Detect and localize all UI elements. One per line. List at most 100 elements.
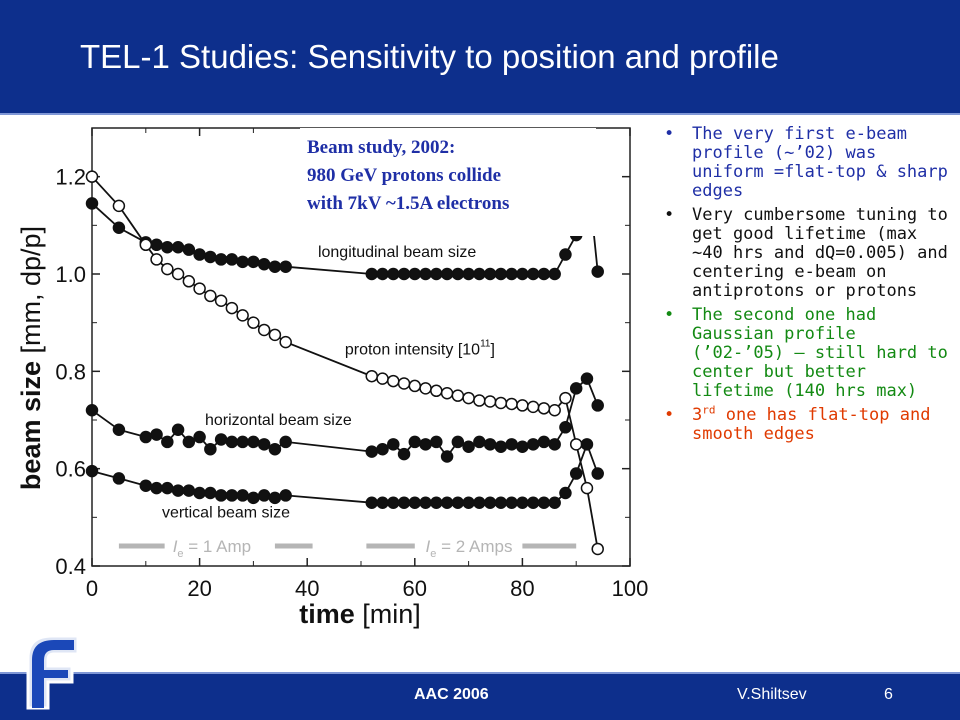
data-point (430, 267, 443, 281)
data-point (516, 399, 529, 412)
bullet-text: Very cumbersome tuning to get good lifet… (692, 205, 948, 301)
data-point (85, 170, 99, 183)
x-tick-label: 100 (612, 576, 649, 601)
data-point (214, 489, 228, 502)
data-point (537, 435, 551, 449)
data-point (526, 267, 540, 281)
data-point (376, 372, 389, 385)
data-point (376, 267, 389, 281)
y-tick-label: 1.2 (55, 165, 86, 190)
data-point (548, 438, 561, 451)
bullet-text: The very first e-beam profile (~’02) was… (692, 124, 948, 201)
bullet-text: The second one had Gaussian profile (’02… (692, 305, 948, 401)
annotation-box (300, 128, 596, 236)
data-point (526, 400, 540, 414)
data-point (236, 255, 249, 269)
bullet-prefix: 3 (692, 405, 703, 425)
annotation-line: 980 GeV protons collide (307, 165, 501, 186)
data-point (193, 248, 206, 261)
data-point (451, 496, 465, 509)
data-point (580, 372, 594, 385)
data-point (161, 435, 174, 449)
data-point (440, 386, 454, 400)
data-point (473, 267, 486, 281)
data-point (440, 496, 454, 509)
data-point (473, 435, 486, 449)
data-point (247, 255, 260, 269)
data-point (139, 430, 153, 444)
data-point (182, 484, 196, 497)
data-point (462, 440, 475, 454)
data-point (268, 260, 282, 273)
data-point (580, 438, 594, 451)
bullet-dot: • (664, 124, 675, 144)
data-point (430, 384, 443, 398)
data-point (376, 496, 389, 509)
data-point (161, 262, 174, 276)
y-axis-label: beam size [mm, dp/p] (16, 226, 46, 490)
data-point (150, 428, 163, 441)
series-label-0: longitudinal beam size (318, 244, 476, 261)
annotation-line: Beam study, 2002: (307, 137, 455, 158)
data-point (473, 394, 486, 407)
data-point (505, 397, 518, 411)
data-point (505, 438, 518, 451)
bullet-item-first-profile: • The very first e-beam profile (~’02) w… (664, 125, 954, 201)
data-point (257, 323, 271, 337)
data-point (247, 435, 260, 449)
data-point (150, 253, 163, 266)
data-point (516, 267, 529, 281)
data-point (387, 374, 400, 388)
title-divider (0, 113, 960, 115)
x-tick-label: 60 (403, 576, 427, 601)
data-point (408, 379, 422, 393)
data-point (591, 467, 604, 480)
data-point (279, 489, 292, 502)
annotation-line: with 7kV ~1.5A electrons (307, 193, 509, 214)
x-tick-label: 20 (187, 576, 211, 601)
bullet-item-gaussian: • The second one had Gaussian profile (’… (664, 306, 954, 401)
data-point (451, 389, 465, 402)
data-point (559, 486, 572, 500)
bullet-dot: • (664, 305, 675, 325)
data-point (268, 491, 282, 505)
data-point (85, 404, 99, 417)
data-point (494, 267, 508, 281)
current-label-1: Ie = 1 Amp (173, 537, 251, 560)
data-point (214, 294, 228, 308)
data-point (171, 267, 185, 281)
data-point (494, 496, 508, 509)
data-point (182, 435, 196, 449)
data-point (257, 258, 271, 271)
title-bar: TEL-1 Studies: Sensitivity to position a… (0, 0, 960, 115)
footer-event: AAC 2006 (414, 686, 489, 703)
data-point (483, 267, 497, 281)
data-point (193, 486, 206, 500)
data-point (204, 442, 217, 456)
data-point (204, 250, 217, 264)
data-point (451, 267, 465, 281)
data-point (559, 421, 572, 434)
y-tick-label: 0.6 (55, 457, 86, 482)
data-point (473, 496, 486, 509)
series-label-3: vertical beam size (162, 504, 290, 521)
data-point (483, 438, 497, 451)
x-axis-label: time [min] (299, 599, 421, 629)
data-point (139, 479, 153, 492)
data-point (214, 253, 228, 266)
data-point (279, 435, 292, 449)
data-point (85, 197, 99, 210)
data-point (537, 402, 551, 415)
data-point (225, 489, 239, 502)
data-point (171, 484, 185, 497)
data-point (483, 395, 497, 408)
bullet-dot: • (664, 205, 675, 225)
data-point (537, 267, 551, 281)
data-point (462, 391, 475, 405)
data-point (580, 481, 594, 495)
data-point (365, 267, 379, 281)
data-point (548, 496, 561, 509)
data-point (526, 496, 540, 509)
data-point (225, 253, 239, 266)
data-point (236, 309, 249, 322)
